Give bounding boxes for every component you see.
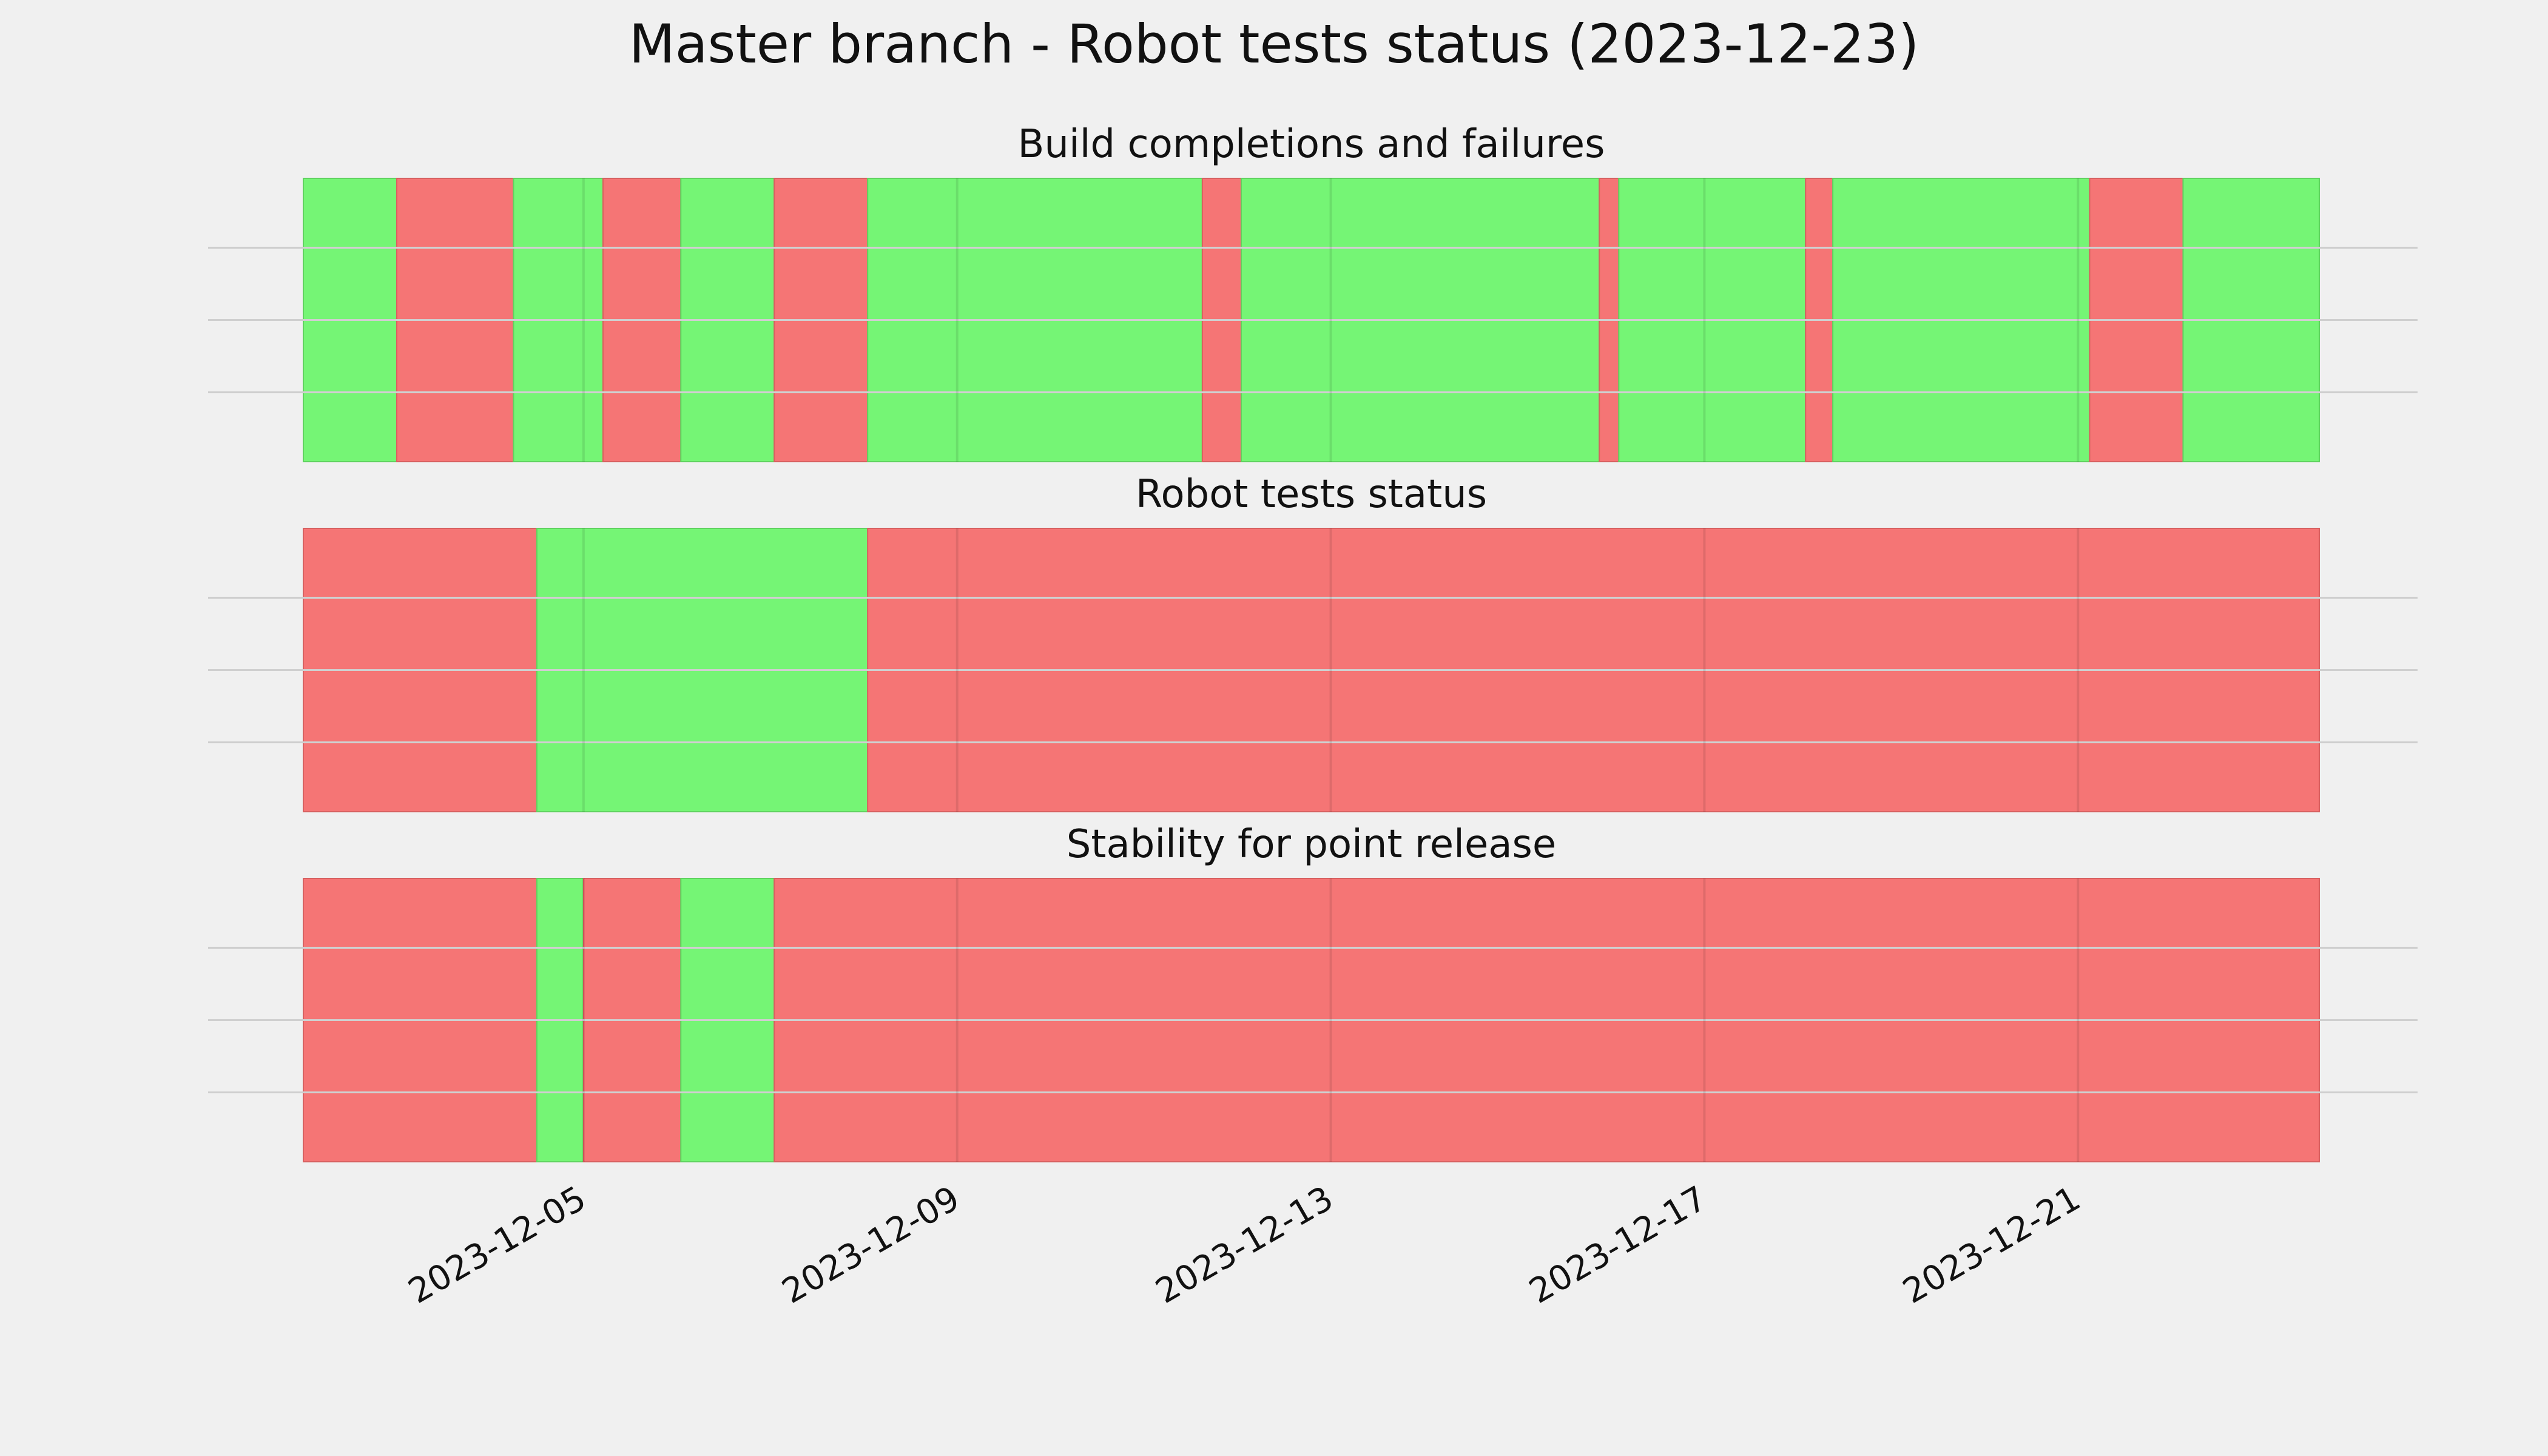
chart-panel: Robot tests status	[208, 472, 2418, 812]
chart-panel: Stability for point release	[208, 822, 2418, 1162]
panel-title: Stability for point release	[1067, 822, 1557, 867]
chart-panels: Build completions and failures Robot test…	[208, 122, 2418, 1162]
panel-title: Robot tests status	[1136, 472, 1487, 517]
panel-title: Build completions and failures	[1018, 122, 1605, 167]
figure-title: Master branch - Robot tests status (2023…	[629, 13, 1919, 75]
chart-panel: Build completions and failures	[208, 122, 2418, 462]
